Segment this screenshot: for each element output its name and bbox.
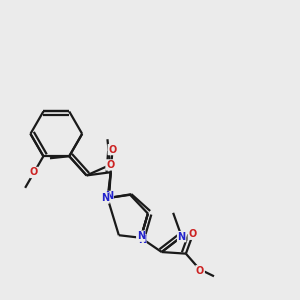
Text: O: O <box>30 167 38 178</box>
Text: O: O <box>106 160 114 170</box>
Text: N: N <box>101 193 109 203</box>
Text: N: N <box>105 191 113 201</box>
Text: O: O <box>188 229 196 239</box>
Text: O: O <box>108 145 116 154</box>
Text: N: N <box>137 231 145 241</box>
Text: N: N <box>178 232 186 242</box>
Text: O: O <box>196 266 204 276</box>
Text: N: N <box>138 235 146 245</box>
